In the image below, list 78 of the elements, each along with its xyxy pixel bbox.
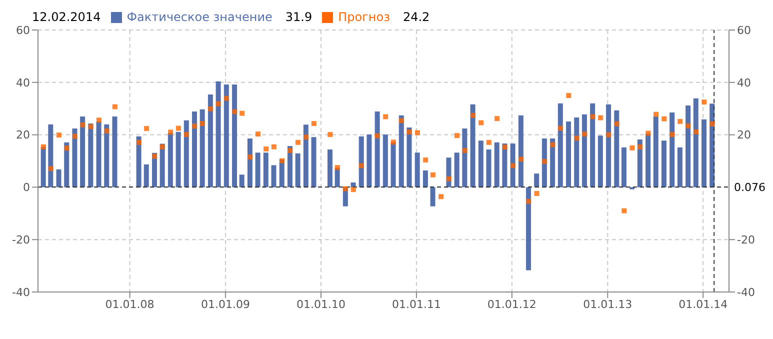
bar (208, 94, 213, 188)
y-tick-label: 40 (16, 76, 30, 90)
bar (382, 134, 388, 188)
y-tick-label: -20 (12, 234, 30, 247)
x-tick-label: 01.01.14 (678, 298, 728, 311)
bar (48, 124, 54, 188)
x-tick-label: 01.01.13 (583, 298, 632, 311)
bar (311, 137, 316, 188)
bar (470, 104, 476, 188)
text: 31.9 (285, 10, 312, 24)
y-tick-label: 0 (23, 181, 30, 194)
x-tick-label: 01.01.12 (487, 298, 536, 311)
y2-tick-label: -20 (737, 234, 755, 247)
y-tick-label: 20 (16, 128, 30, 142)
bar (422, 170, 428, 188)
bar (574, 118, 580, 188)
bar (80, 116, 86, 188)
bar (614, 110, 620, 188)
bar (216, 81, 221, 188)
bar (112, 116, 118, 188)
ref-line-label: 0.076 (734, 180, 766, 194)
bar (255, 152, 260, 188)
x-tick-label: 01.01.08 (105, 298, 154, 311)
bar (366, 134, 372, 188)
bar (414, 152, 420, 188)
bar (621, 147, 626, 188)
bar (606, 104, 612, 188)
bar (88, 124, 94, 188)
bar (526, 187, 531, 270)
bar (200, 109, 205, 188)
y-tick-label: -40 (12, 286, 30, 299)
bar (454, 152, 460, 188)
y2-tick-label: -40 (737, 286, 755, 299)
bar (406, 127, 412, 188)
bar (303, 124, 308, 188)
legend-label: Прогноз (338, 10, 390, 24)
legend-label: Фактическое значение (126, 10, 272, 24)
bar (701, 119, 706, 188)
bar (582, 114, 587, 188)
y2-tick-label: 20 (737, 128, 751, 142)
bar (327, 149, 332, 188)
bar (670, 112, 675, 188)
bar (590, 103, 596, 188)
bar (374, 111, 380, 188)
bar (56, 169, 62, 188)
bar (72, 128, 78, 188)
bar (677, 147, 682, 188)
bar (398, 115, 404, 188)
text: 24.2 (402, 10, 430, 24)
bar (192, 111, 198, 188)
bar (295, 153, 300, 188)
bar (534, 174, 540, 188)
bar (478, 140, 484, 188)
bar (598, 136, 603, 188)
bar (494, 142, 500, 188)
bar (462, 128, 468, 188)
legend-title: 12.02.2014 (32, 10, 101, 24)
x-tick-label: 01.01.11 (392, 298, 441, 311)
x-tick-label: 01.01.10 (296, 298, 346, 311)
x-tick-label: 01.01.09 (201, 298, 250, 311)
y-tick-label: 60 (16, 24, 30, 37)
bar (686, 105, 691, 188)
bar (144, 164, 149, 188)
y2-tick-label: 40 (737, 76, 751, 90)
bar (661, 140, 666, 188)
bar (224, 84, 229, 188)
y2-tick-label: 60 (737, 24, 751, 37)
bar (430, 187, 436, 206)
bar (486, 149, 492, 188)
bar (271, 165, 276, 188)
bar (239, 174, 244, 188)
bar (518, 115, 524, 188)
bar (558, 103, 563, 188)
bar (566, 121, 572, 188)
bar (232, 84, 238, 188)
bar (184, 120, 189, 188)
bar (104, 124, 110, 188)
bar (693, 98, 698, 188)
